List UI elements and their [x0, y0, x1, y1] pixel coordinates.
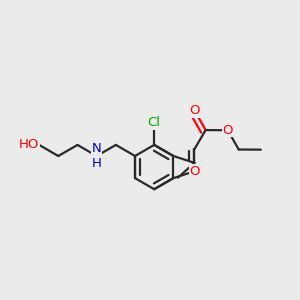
- Text: N
H: N H: [92, 142, 102, 170]
- Text: HO: HO: [19, 138, 39, 152]
- Text: O: O: [189, 165, 200, 178]
- Text: Cl: Cl: [148, 116, 161, 129]
- Text: O: O: [223, 124, 233, 137]
- Text: O: O: [190, 104, 200, 117]
